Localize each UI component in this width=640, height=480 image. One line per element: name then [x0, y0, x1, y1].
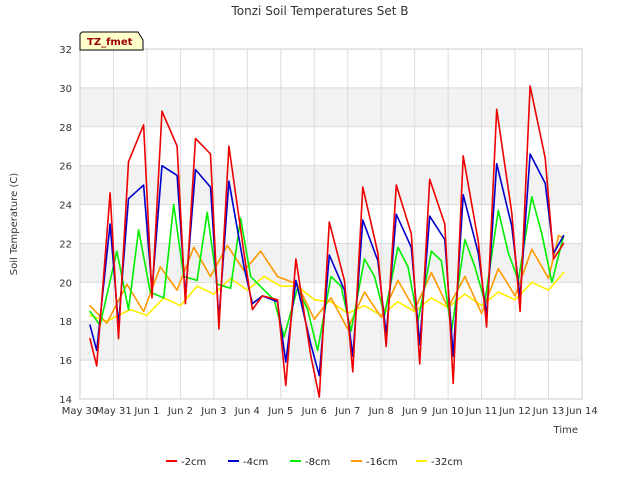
- y-tick-label: 20: [59, 278, 72, 289]
- y-tick-label: 26: [59, 162, 72, 173]
- chart-title: Tonzi Soil Temperatures Set B: [231, 4, 409, 18]
- x-tick-label: Jun 8: [368, 406, 394, 417]
- tag-badge: TZ_fmet: [79, 31, 144, 51]
- x-axis-label: Time: [553, 425, 578, 436]
- legend-label: -4cm: [243, 457, 268, 468]
- y-tick-label: 32: [59, 45, 72, 56]
- series-line: [89, 85, 565, 398]
- legend-label: -8cm: [305, 457, 330, 468]
- legend-label: -32cm: [431, 457, 463, 468]
- x-tick-label: May 31: [95, 406, 132, 417]
- grid: [79, 48, 583, 400]
- x-tick-label: Jun 1: [133, 406, 159, 417]
- x-tick-label: Jun 14: [565, 406, 598, 417]
- x-tick-label: May 30: [62, 406, 99, 417]
- y-tick-label: 30: [59, 84, 72, 95]
- y-axis: 14 16 18 20 22 24 26 28 30 32: [59, 45, 72, 406]
- x-tick-label: Jun 6: [301, 406, 327, 417]
- y-tick-label: 14: [59, 395, 72, 406]
- legend: -2cm -4cm -8cm -16cm -32cm: [166, 457, 463, 468]
- grid-band: [80, 165, 582, 205]
- y-tick-label: 24: [59, 201, 72, 212]
- tag-label: TZ_fmet: [87, 37, 133, 48]
- x-tick-label: Jun 13: [532, 406, 565, 417]
- x-tick-label: Jun 4: [234, 406, 260, 417]
- y-tick-label: 16: [59, 356, 72, 367]
- x-tick-label: Jun 9: [401, 406, 427, 417]
- y-tick-label: 22: [59, 239, 72, 250]
- x-tick-label: Jun 5: [267, 406, 293, 417]
- plot-border: [79, 48, 583, 400]
- grid-band: [80, 321, 582, 361]
- x-tick-label: Jun 7: [334, 406, 360, 417]
- y-tick-label: 28: [59, 123, 72, 134]
- series-line: [89, 234, 565, 330]
- x-tick-label: Jun 10: [431, 406, 464, 417]
- y-axis-label: Soil Temperature (C): [9, 173, 20, 276]
- legend-label: -16cm: [366, 457, 398, 468]
- x-tick-label: Jun 11: [465, 406, 498, 417]
- y-tick-label: 18: [59, 317, 72, 328]
- x-tick-label: Jun 2: [167, 406, 193, 417]
- grid-band: [80, 87, 582, 127]
- series-layer: [89, 85, 565, 398]
- x-tick-label: Jun 3: [200, 406, 226, 417]
- legend-label: -2cm: [181, 457, 206, 468]
- x-tick-label: Jun 12: [498, 406, 531, 417]
